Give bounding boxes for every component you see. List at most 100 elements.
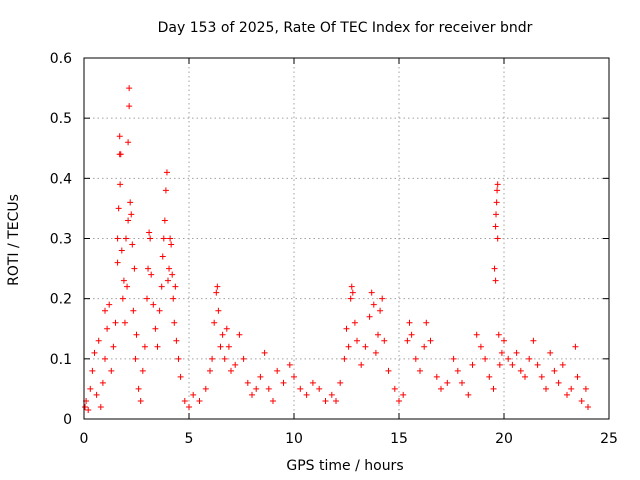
data-point xyxy=(375,331,381,338)
data-point xyxy=(385,367,392,374)
data-point xyxy=(186,403,192,410)
data-point xyxy=(87,385,94,392)
y-axis-label: ROTI / TECUs xyxy=(6,194,22,286)
data-point xyxy=(168,241,175,248)
data-point xyxy=(351,319,358,326)
x-axis-label: GPS time / hours xyxy=(286,458,403,474)
data-point xyxy=(372,349,379,356)
data-point xyxy=(118,247,125,254)
y-tick-label: 0.2 xyxy=(50,292,72,308)
data-point xyxy=(473,331,480,338)
data-point xyxy=(106,301,113,308)
data-point xyxy=(190,391,197,398)
y-tick-label: 0.1 xyxy=(50,352,72,368)
data-point xyxy=(147,235,154,242)
data-point xyxy=(404,337,411,344)
data-point xyxy=(219,331,226,338)
data-point xyxy=(261,349,268,356)
data-point xyxy=(89,367,96,374)
data-point xyxy=(125,217,132,224)
data-point xyxy=(337,379,344,386)
x-tick-label: 10 xyxy=(285,431,303,447)
data-point xyxy=(381,337,388,344)
data-point xyxy=(513,349,520,356)
data-point xyxy=(110,343,117,350)
data-point xyxy=(232,361,239,368)
data-point xyxy=(391,385,398,392)
data-point xyxy=(469,361,476,368)
data-point xyxy=(493,211,500,218)
data-point xyxy=(505,355,512,362)
data-point xyxy=(209,355,216,362)
data-point xyxy=(159,253,166,260)
data-point xyxy=(498,349,505,356)
data-point xyxy=(280,379,287,386)
data-point xyxy=(270,397,276,404)
data-point xyxy=(501,337,507,344)
data-point xyxy=(173,337,180,344)
data-point xyxy=(493,199,500,206)
data-point xyxy=(406,319,413,326)
data-point xyxy=(297,385,304,392)
y-tick-label: 0.6 xyxy=(50,51,72,67)
data-point xyxy=(102,307,108,314)
data-point xyxy=(114,259,121,266)
data-point xyxy=(438,385,444,392)
data-point xyxy=(494,181,501,188)
data-point xyxy=(543,385,549,392)
x-tick-label: 25 xyxy=(600,431,618,447)
data-point xyxy=(509,361,516,368)
data-point xyxy=(494,187,501,194)
data-point xyxy=(423,319,430,326)
data-point xyxy=(582,385,589,392)
data-point xyxy=(244,379,251,386)
data-point xyxy=(177,373,184,380)
data-point xyxy=(124,283,131,290)
data-point xyxy=(82,403,89,410)
data-point xyxy=(240,355,247,362)
data-point xyxy=(257,373,264,380)
x-tick-label: 15 xyxy=(390,431,408,447)
data-point xyxy=(454,367,461,374)
data-point xyxy=(408,331,415,338)
data-point xyxy=(368,289,375,296)
data-point xyxy=(154,343,161,350)
data-point xyxy=(322,397,329,404)
data-point xyxy=(490,385,497,392)
data-point xyxy=(347,295,354,302)
data-point xyxy=(102,355,108,362)
data-point xyxy=(119,295,126,302)
data-point xyxy=(116,133,123,140)
data-point xyxy=(91,349,98,356)
data-point xyxy=(286,361,293,368)
data-point xyxy=(578,397,585,404)
data-point xyxy=(417,367,423,374)
data-point xyxy=(169,271,176,278)
data-point xyxy=(491,265,498,272)
data-point xyxy=(146,229,153,236)
data-point xyxy=(112,319,119,326)
x-tick-label: 20 xyxy=(495,431,513,447)
data-point xyxy=(265,385,272,392)
data-point xyxy=(354,337,360,344)
data-point xyxy=(129,241,136,248)
data-point xyxy=(221,355,228,362)
data-point xyxy=(534,361,541,368)
data-point xyxy=(141,343,148,350)
data-point xyxy=(526,355,533,362)
data-point xyxy=(114,235,121,242)
data-point xyxy=(166,265,173,272)
data-point xyxy=(213,289,220,296)
data-point xyxy=(211,319,218,326)
data-point xyxy=(126,103,133,110)
data-point xyxy=(482,355,489,362)
data-point xyxy=(115,205,122,212)
data-point xyxy=(161,217,168,224)
data-point xyxy=(217,343,224,350)
data-point xyxy=(196,397,203,404)
data-point xyxy=(274,367,281,374)
data-point xyxy=(99,379,106,386)
data-point xyxy=(328,391,335,398)
data-point xyxy=(555,379,562,386)
